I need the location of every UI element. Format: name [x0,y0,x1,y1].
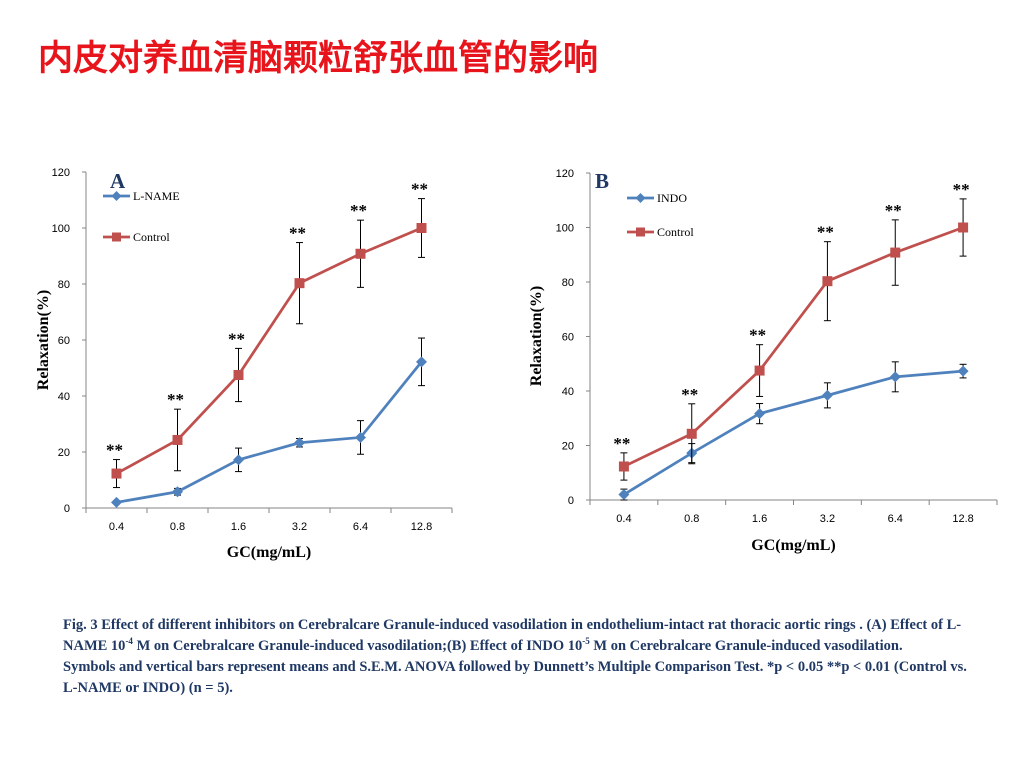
y-tick-label: 20 [562,441,574,453]
data-point [416,223,427,233]
data-point [111,468,122,479]
legend-label: L-NAME [133,189,180,203]
data-point [890,247,901,258]
legend-label: INDO [657,191,687,205]
data-point [294,437,305,449]
y-axis-title: Relaxation(%) [35,290,52,390]
y-tick-label: 20 [58,447,70,459]
series-l-name: L-NAME [103,189,427,508]
panel-label: A [110,169,126,193]
y-tick-label: 60 [58,335,70,347]
y-axis-title: Relaxation(%) [528,286,545,386]
y-tick-label: 100 [556,223,574,235]
x-tick-label: 1.6 [231,521,246,533]
legend-marker [636,227,645,237]
significance-mark: ** [289,224,306,243]
x-tick-label: 12.8 [952,513,973,525]
caption-paragraph-1: Fig. 3 Effect of different inhibitors on… [63,615,973,657]
slide-title: 内皮对养血清脑颗粒舒张血管的影响 [38,39,599,79]
caption-text-1a: Fig. 3 Effect of different inhibitors on… [63,617,962,654]
data-point [821,389,833,401]
x-tick-label: 3.2 [820,513,835,525]
series-line [623,369,964,496]
panel-label: B [595,169,609,193]
significance-mark: ** [106,441,123,460]
y-tick-label: 40 [562,386,574,398]
data-point [233,370,244,380]
legend-marker [111,191,122,201]
data-point [754,365,765,376]
caption-text-1c: M on Cerebralcare Granule-induced vasodi… [589,638,903,654]
x-tick-label: 3.2 [292,521,307,533]
x-tick-label: 6.4 [353,521,368,533]
data-point [618,489,630,501]
y-tick-label: 120 [556,168,574,180]
significance-mark: ** [167,390,184,409]
significance-mark: ** [411,180,428,199]
caption-sup-1: -4 [125,636,133,647]
series-control: Control [103,198,427,489]
chart-a: 0 20 40 60 80 100 120 0.4 0.8 1.6 3.2 6.4 12.8 GC(mg/… [35,167,453,561]
legend-marker [635,193,646,203]
significance-mark: ** [885,201,902,220]
y-tick-label: 60 [562,332,574,344]
y-tick-label: 40 [58,391,70,403]
legend-label: Control [133,230,170,244]
data-point [355,248,366,259]
x-tick-label: 0.8 [170,521,185,533]
data-point [172,434,183,445]
data-point [233,454,244,466]
caption-text-1b: M on Cerebralcare Granule-induced vasodi… [132,638,583,654]
figure-caption: Fig. 3 Effect of different inhibitors on… [63,615,973,699]
y-tick-label: 0 [64,503,70,515]
data-point [618,461,629,472]
data-point [889,371,901,383]
y-tick-label: 120 [52,167,70,179]
data-point [172,486,183,498]
x-axis-title: GC(mg/mL) [227,544,311,561]
significance-mark: ** [613,434,630,453]
data-point [822,276,833,287]
y-tick-label: 80 [562,277,574,289]
significance-mark: ** [749,326,766,345]
x-tick-label: 1.6 [752,513,767,525]
x-tick-label: 12.8 [411,521,432,533]
x-tick-label: 0.4 [109,521,124,533]
data-point [754,408,766,420]
caption-sup-2: -5 [582,636,590,647]
y-tick-label: 0 [568,495,574,507]
x-tick-label: 0.8 [684,513,699,525]
data-point [111,496,122,508]
legend-label: Control [657,225,694,239]
x-axis-title: GC(mg/mL) [751,537,835,554]
significance-mark: ** [817,223,834,242]
significance-mark: ** [953,180,970,199]
data-point [958,222,969,233]
significance-mark: ** [350,201,367,220]
data-point [957,365,969,377]
x-tick-label: 0.4 [616,513,631,525]
y-tick-label: 80 [58,279,70,291]
x-tick-label: 6.4 [888,513,903,525]
series-line [116,360,423,504]
data-point [355,431,366,443]
significance-mark: ** [228,329,245,348]
series-control: Control [618,198,969,481]
data-point [686,428,697,439]
data-point [416,356,427,368]
y-tick-label: 100 [52,223,70,235]
series-line [623,226,964,468]
legend-marker [112,232,121,242]
series-line [115,226,423,475]
caption-paragraph-2: Symbols and vertical bars represent mean… [63,659,967,696]
chart-b: 0 20 40 60 80 100 120 0.4 0.8 1.6 3.2 6.4 12.8 GC(mg/… [528,168,998,554]
significance-mark: ** [681,385,698,404]
data-point [294,278,305,289]
